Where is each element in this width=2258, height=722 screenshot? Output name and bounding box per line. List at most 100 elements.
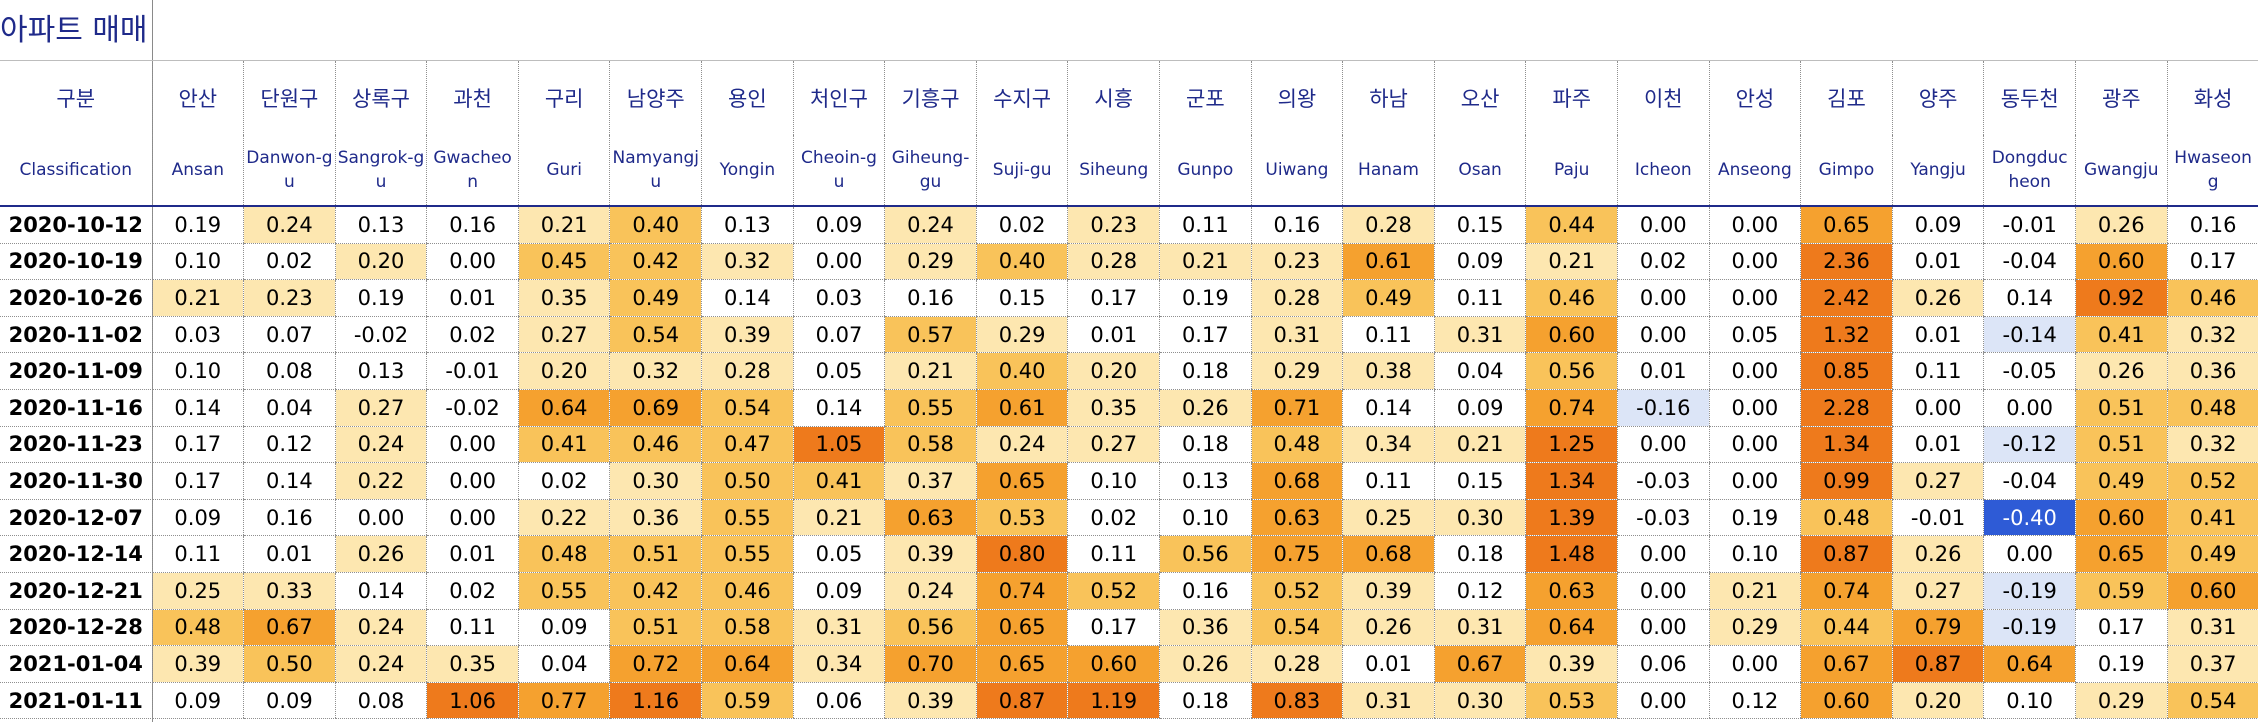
value-cell[interactable]: 0.24 (884, 206, 977, 244)
value-cell[interactable]: 0.56 (884, 609, 977, 647)
value-cell[interactable]: 0.64 (701, 645, 794, 683)
value-cell[interactable]: 0.01 (1342, 645, 1435, 683)
value-cell[interactable]: 0.23 (1250, 243, 1343, 281)
value-cell[interactable]: 0.32 (609, 352, 702, 390)
value-cell[interactable]: 0.24 (334, 426, 427, 464)
value-cell[interactable]: 0.01 (426, 279, 519, 317)
value-cell[interactable]: 0.29 (1708, 609, 1801, 647)
value-cell[interactable]: 0.24 (334, 645, 427, 683)
value-cell[interactable]: 0.10 (151, 243, 244, 281)
value-cell[interactable]: 0.00 (1617, 426, 1710, 464)
value-cell[interactable]: 0.00 (426, 243, 519, 281)
value-cell[interactable]: 0.10 (1067, 462, 1160, 500)
value-cell[interactable]: 0.32 (2166, 426, 2258, 464)
value-cell[interactable]: -0.03 (1617, 499, 1710, 537)
value-cell[interactable]: 0.39 (1525, 645, 1618, 683)
value-cell[interactable]: 0.31 (1433, 316, 1526, 354)
value-cell[interactable]: 0.01 (426, 535, 519, 573)
value-cell[interactable]: 0.65 (1800, 206, 1893, 244)
value-cell[interactable]: 0.55 (701, 499, 794, 537)
value-cell[interactable]: 0.21 (1433, 426, 1526, 464)
value-cell[interactable]: 0.59 (2074, 572, 2168, 610)
value-cell[interactable]: 0.55 (884, 389, 977, 427)
value-cell[interactable]: 0.09 (517, 609, 610, 647)
value-cell[interactable]: 0.60 (2166, 572, 2258, 610)
value-cell[interactable]: 0.00 (1617, 609, 1710, 647)
value-cell[interactable]: 0.28 (1250, 645, 1343, 683)
value-cell[interactable]: 0.31 (1250, 316, 1343, 354)
value-cell[interactable]: 0.30 (609, 462, 702, 500)
row-date[interactable]: 2020-12-14 (0, 535, 152, 573)
value-cell[interactable]: 0.12 (1433, 572, 1526, 610)
value-cell[interactable]: -0.01 (1891, 499, 1984, 537)
value-cell[interactable]: 0.17 (1067, 279, 1160, 317)
row-date[interactable]: 2020-11-09 (0, 352, 152, 390)
value-cell[interactable]: 0.19 (1159, 279, 1252, 317)
value-cell[interactable]: 0.71 (1250, 389, 1343, 427)
row-date[interactable]: 2021-01-11 (0, 682, 152, 720)
value-cell[interactable]: 0.17 (151, 462, 244, 500)
value-cell[interactable]: 0.11 (1159, 206, 1252, 244)
value-cell[interactable]: 0.26 (1891, 279, 1984, 317)
value-cell[interactable]: 0.06 (792, 682, 885, 720)
value-cell[interactable]: 0.14 (243, 462, 336, 500)
value-cell[interactable]: 0.48 (1250, 426, 1343, 464)
value-cell[interactable]: 0.36 (609, 499, 702, 537)
row-date[interactable]: 2021-01-04 (0, 645, 152, 683)
value-cell[interactable]: 0.13 (701, 206, 794, 244)
value-cell[interactable]: 0.00 (426, 499, 519, 537)
value-cell[interactable]: 0.12 (1708, 682, 1801, 720)
value-cell[interactable]: 0.49 (2074, 462, 2168, 500)
value-cell[interactable]: 0.19 (151, 206, 244, 244)
value-cell[interactable]: 0.08 (243, 352, 336, 390)
value-cell[interactable]: 0.87 (975, 682, 1068, 720)
value-cell[interactable]: 0.74 (1525, 389, 1618, 427)
value-cell[interactable]: 0.46 (2166, 279, 2258, 317)
value-cell[interactable]: 0.65 (975, 609, 1068, 647)
value-cell[interactable]: 0.58 (884, 426, 977, 464)
value-cell[interactable]: 0.01 (1891, 426, 1984, 464)
value-cell[interactable]: 0.00 (1708, 243, 1801, 281)
value-cell[interactable]: 0.41 (517, 426, 610, 464)
value-cell[interactable]: 0.69 (609, 389, 702, 427)
value-cell[interactable]: 2.28 (1800, 389, 1893, 427)
value-cell[interactable]: 0.10 (1983, 682, 2076, 720)
value-cell[interactable]: 0.02 (517, 462, 610, 500)
value-cell[interactable]: 0.40 (975, 352, 1068, 390)
value-cell[interactable]: 0.50 (243, 645, 336, 683)
row-date[interactable]: 2020-12-21 (0, 572, 152, 610)
value-cell[interactable]: 0.00 (426, 426, 519, 464)
value-cell[interactable]: 0.51 (609, 609, 702, 647)
value-cell[interactable]: 0.16 (1250, 206, 1343, 244)
row-date[interactable]: 2020-10-26 (0, 279, 152, 317)
value-cell[interactable]: 0.26 (1891, 535, 1984, 573)
value-cell[interactable]: 0.36 (1159, 609, 1252, 647)
value-cell[interactable]: 0.13 (1159, 462, 1252, 500)
value-cell[interactable]: 0.02 (975, 206, 1068, 244)
value-cell[interactable]: -0.02 (426, 389, 519, 427)
value-cell[interactable]: 0.00 (1617, 682, 1710, 720)
value-cell[interactable]: 0.46 (609, 426, 702, 464)
value-cell[interactable]: 0.14 (1342, 389, 1435, 427)
value-cell[interactable]: 0.09 (243, 682, 336, 720)
value-cell[interactable]: 0.53 (975, 499, 1068, 537)
value-cell[interactable]: 0.39 (1342, 572, 1435, 610)
value-cell[interactable]: 0.75 (1250, 535, 1343, 573)
value-cell[interactable]: 0.31 (1342, 682, 1435, 720)
value-cell[interactable]: 0.11 (1067, 535, 1160, 573)
value-cell[interactable]: -0.16 (1617, 389, 1710, 427)
value-cell[interactable]: -0.03 (1617, 462, 1710, 500)
value-cell[interactable]: 0.14 (151, 389, 244, 427)
value-cell[interactable]: 0.72 (609, 645, 702, 683)
value-cell[interactable]: 0.74 (975, 572, 1068, 610)
value-cell[interactable]: 0.40 (609, 206, 702, 244)
value-cell[interactable]: 0.00 (334, 499, 427, 537)
value-cell[interactable]: 0.63 (1525, 572, 1618, 610)
value-cell[interactable]: 0.55 (701, 535, 794, 573)
value-cell[interactable]: 0.21 (792, 499, 885, 537)
value-cell[interactable]: 0.17 (1067, 609, 1160, 647)
value-cell[interactable]: 0.09 (1891, 206, 1984, 244)
value-cell[interactable]: 0.07 (243, 316, 336, 354)
value-cell[interactable]: 0.26 (1342, 609, 1435, 647)
value-cell[interactable]: 0.17 (151, 426, 244, 464)
